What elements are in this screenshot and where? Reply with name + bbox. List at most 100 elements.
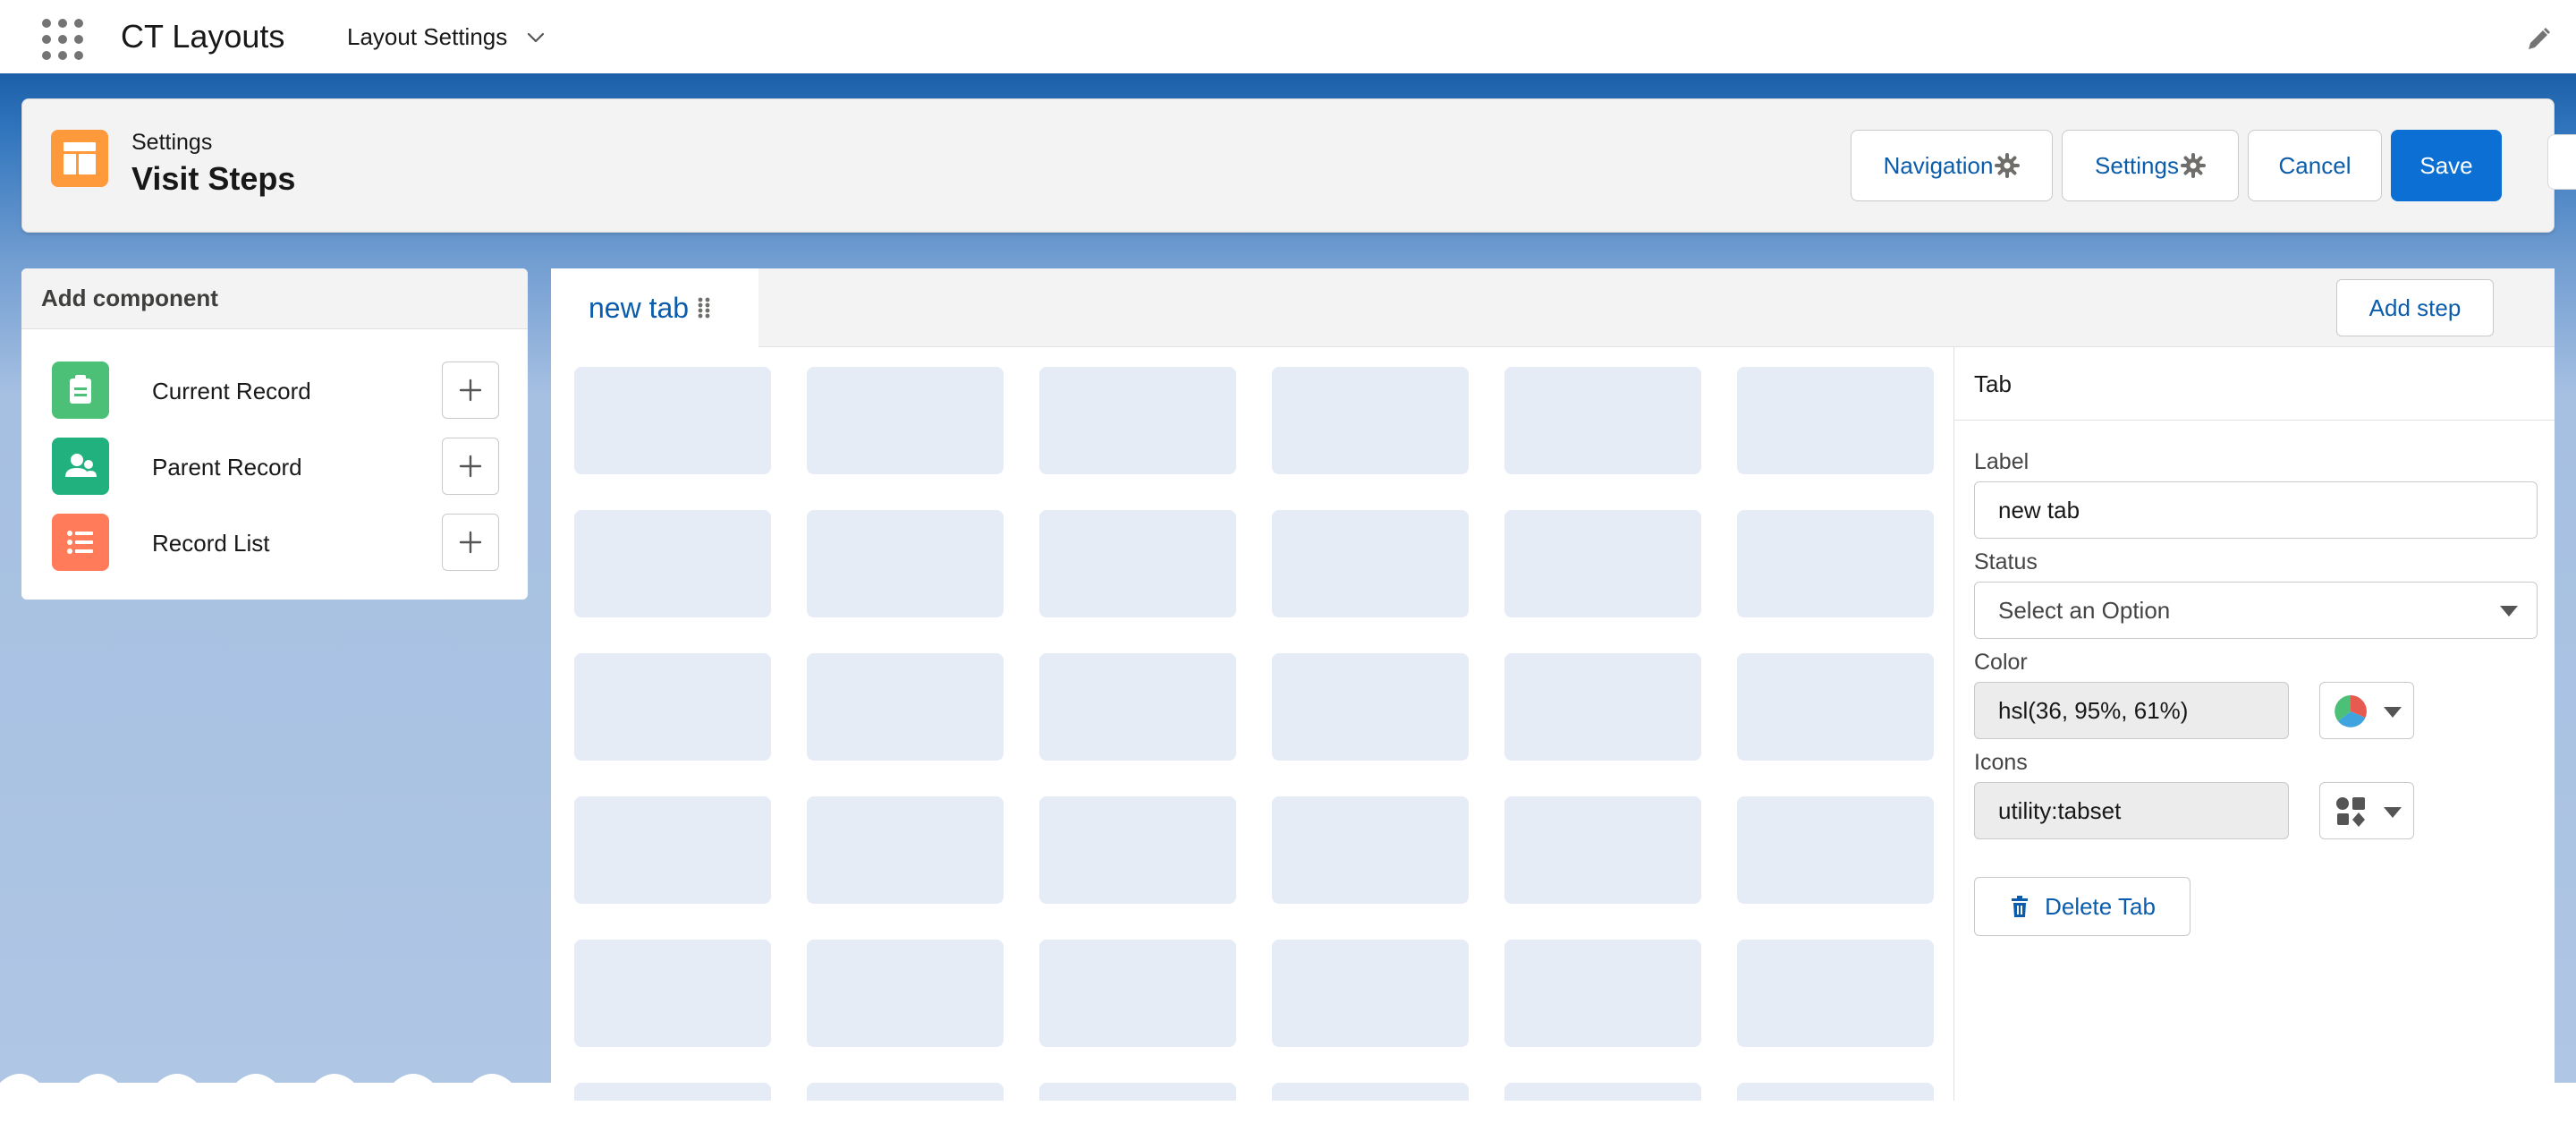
nav-item-layout-settings[interactable]: Layout Settings [347, 23, 545, 51]
grid-placeholder-cell [1737, 796, 1934, 904]
save-button[interactable]: Save [2391, 130, 2502, 201]
shapes-icon [2336, 797, 2365, 827]
grid-placeholder-cell [574, 1083, 771, 1101]
icons-value-input: utility:tabset [1974, 782, 2289, 839]
grid-placeholder-cell [1504, 796, 1701, 904]
add-component-panel: Add component Current Record [21, 268, 528, 600]
add-current-record-button[interactable] [442, 362, 499, 419]
component-label: Record List [152, 530, 270, 557]
grid-placeholder-cell [807, 1083, 1004, 1101]
grid-placeholder-cell [1272, 796, 1469, 904]
add-step-button[interactable]: Add step [2336, 279, 2494, 336]
delete-tab-label: Delete Tab [2045, 892, 2156, 920]
grid-placeholder-cell [807, 940, 1004, 1047]
grid-placeholder-cell [1272, 653, 1469, 761]
page-title: Visit Steps [131, 160, 296, 197]
gear-icon [2180, 153, 2206, 178]
clipboard-icon [52, 362, 109, 419]
tab-bar: new tab Add step [551, 268, 2555, 347]
plus-icon [459, 455, 482, 478]
icons-field-label: Icons [1974, 750, 2028, 775]
add-component-title: Add component [21, 268, 528, 329]
component-item-parent-record[interactable]: Parent Record [21, 434, 528, 497]
navigation-button[interactable]: Navigation [1851, 130, 2053, 201]
grid-placeholder-cell [1737, 510, 1934, 617]
settings-button-label: Settings [2095, 151, 2179, 179]
chevron-down-icon[interactable] [527, 29, 545, 47]
grid-placeholder-cell [807, 796, 1004, 904]
grid-placeholder-cell [574, 510, 771, 617]
color-field-label: Color [1974, 650, 2028, 675]
label-field-label: Label [1974, 449, 2029, 474]
plus-icon [459, 531, 482, 554]
grid-placeholder-cell [1039, 510, 1236, 617]
grid-placeholder-cell [1504, 940, 1701, 1047]
grid-placeholder-cell [1039, 367, 1236, 474]
nav-item-label: Layout Settings [347, 23, 508, 50]
grid-placeholder-cell [1737, 1083, 1934, 1101]
tab-label: new tab [589, 291, 690, 324]
grid-placeholder-cell [574, 940, 771, 1047]
plus-icon [459, 379, 482, 402]
grid-placeholder-cell [1504, 653, 1701, 761]
grid-placeholder-cell [807, 653, 1004, 761]
page-header: Settings Visit Steps Navigation Settings [21, 98, 2555, 233]
color-value-input: hsl(36, 95%, 61%) [1974, 682, 2289, 739]
gear-icon [1995, 153, 2021, 178]
trash-icon [2012, 896, 2029, 917]
grid-placeholder-cell [1504, 1083, 1701, 1101]
grid-placeholder-cell [1737, 653, 1934, 761]
delete-tab-button[interactable]: Delete Tab [1974, 877, 2190, 936]
tab-new-tab[interactable]: new tab [551, 268, 758, 347]
status-select-placeholder: Select an Option [1998, 596, 2171, 624]
status-select[interactable]: Select an Option [1974, 582, 2538, 639]
caret-down-icon [2384, 707, 2402, 718]
user-group-icon [52, 438, 109, 495]
component-label: Parent Record [152, 454, 302, 481]
list-icon [52, 514, 109, 571]
color-wheel-icon [2334, 695, 2367, 727]
global-header: CT Layouts Layout Settings [0, 0, 2576, 73]
caret-down-icon [2384, 807, 2402, 818]
grid-placeholder-cell [1272, 1083, 1469, 1101]
cancel-button[interactable]: Cancel [2248, 130, 2382, 201]
properties-panel: Tab Label new tab Status Select an Optio… [1953, 347, 2555, 1101]
grid-placeholder-cell [1039, 796, 1236, 904]
grid-placeholder-cell [1504, 367, 1701, 474]
grid-placeholder-cell [1504, 510, 1701, 617]
grid-placeholder-cell [1737, 367, 1934, 474]
add-record-list-button[interactable] [442, 514, 499, 571]
settings-button[interactable]: Settings [2062, 130, 2239, 201]
grid-placeholder-cell [574, 653, 771, 761]
properties-title: Tab [1954, 347, 2555, 421]
side-panel-toggle[interactable] [2547, 134, 2576, 190]
component-label: Current Record [152, 378, 311, 404]
layout-icon [51, 130, 108, 187]
grid-placeholder-cell [807, 367, 1004, 474]
component-item-current-record[interactable]: Current Record [21, 358, 528, 421]
icon-picker-button[interactable] [2319, 782, 2414, 839]
grid-placeholder-cell [807, 510, 1004, 617]
grid-placeholder-cell [1039, 653, 1236, 761]
grid-placeholder-cell [1272, 510, 1469, 617]
drag-handle-icon[interactable] [696, 295, 712, 320]
color-picker-button[interactable] [2319, 682, 2414, 739]
grid-placeholder-cell [1039, 940, 1236, 1047]
layout-canvas: new tab Add step Tab Label new tab Statu… [551, 268, 2555, 1101]
status-field-label: Status [1974, 549, 2038, 574]
grid-placeholder-cell [1272, 940, 1469, 1047]
grid-placeholder-cell [574, 796, 771, 904]
edit-pencil-icon[interactable] [2524, 25, 2553, 54]
grid-placeholder-cell [1039, 1083, 1236, 1101]
page-subtitle: Settings [131, 130, 213, 155]
component-item-record-list[interactable]: Record List [21, 510, 528, 573]
navigation-button-label: Navigation [1883, 151, 1994, 179]
caret-down-icon [2500, 606, 2518, 617]
label-input[interactable]: new tab [1974, 481, 2538, 539]
app-launcher-icon[interactable] [41, 18, 84, 61]
grid-placeholder-cell [1737, 940, 1934, 1047]
app-name: CT Layouts [121, 18, 285, 55]
wave-decoration [0, 1074, 555, 1097]
grid-placeholder-cell [574, 367, 771, 474]
add-parent-record-button[interactable] [442, 438, 499, 495]
